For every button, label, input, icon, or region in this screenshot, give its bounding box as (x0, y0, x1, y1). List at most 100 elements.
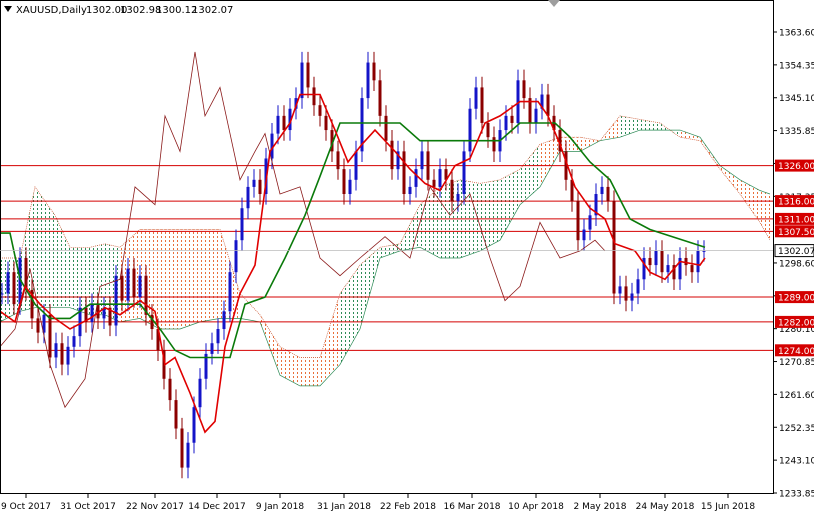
candle (228, 261, 232, 322)
level-label-text: 1282.00 (778, 318, 814, 328)
plot-frame (0, 0, 774, 494)
candle (222, 300, 226, 340)
candle-body (42, 314, 46, 333)
candle (660, 240, 664, 283)
candle-body (612, 201, 616, 294)
collapse-triangle-icon[interactable] (4, 6, 12, 12)
candle-body (474, 87, 478, 109)
candle-body (468, 108, 472, 152)
level-label-text: 1274.00 (778, 347, 814, 357)
cloud-segment (260, 293, 340, 386)
candle (324, 105, 328, 141)
candle-body (120, 275, 124, 301)
candle (516, 69, 520, 134)
candle (330, 119, 334, 163)
candle-body (624, 286, 628, 301)
header-high: 1302.98 (120, 5, 161, 16)
candle (462, 140, 466, 205)
candle-body (480, 87, 484, 123)
candle (198, 368, 202, 418)
candle (180, 417, 184, 479)
candle (666, 254, 670, 283)
candle-body (312, 87, 316, 106)
candle-body (180, 428, 184, 468)
level-label: 1316.00 (775, 195, 814, 208)
candle-body (66, 346, 70, 365)
candle-body (360, 98, 364, 152)
candle-body (204, 353, 208, 379)
candle-body (486, 122, 490, 138)
candle-body (504, 115, 508, 131)
candle-body (102, 307, 106, 319)
level-label: 1311.00 (775, 212, 814, 225)
y-tick-label: 1280.10 (779, 325, 814, 335)
candle-body (126, 268, 130, 301)
candle-body (396, 151, 400, 170)
candle (420, 140, 424, 180)
candle (288, 98, 292, 141)
candle (84, 297, 88, 333)
candle (678, 247, 682, 290)
candle-body (408, 186, 412, 195)
level-label-text: 1289.00 (778, 294, 814, 304)
level-labels: 1326.00 1316.00 1311.00 1307.50 1289.00 1282.… (775, 159, 814, 357)
candle (174, 389, 178, 440)
candle-body (282, 115, 286, 131)
scroll-marker-icon[interactable] (548, 0, 560, 7)
candle (294, 87, 298, 120)
candle (558, 119, 562, 163)
candle-body (342, 169, 346, 195)
level-label-bg (775, 225, 814, 238)
candle (684, 247, 688, 276)
x-tick-label: 24 May 2018 (636, 502, 695, 512)
candle-body (540, 94, 544, 109)
candle (312, 76, 316, 116)
candle-body (402, 151, 406, 195)
candle-body (36, 318, 40, 333)
candle (48, 304, 52, 369)
cloud-segment (680, 130, 770, 241)
candle (510, 105, 514, 134)
x-axis: 9 Oct 2017 31 Oct 2017 22 Nov 2017 14 Dec 2… (1, 493, 755, 512)
candle-body (510, 115, 514, 123)
candle-body (144, 275, 148, 315)
candle-body (150, 314, 154, 330)
candle-body (420, 151, 424, 170)
candle (486, 112, 490, 148)
candle (318, 94, 322, 127)
candle-body (324, 115, 328, 131)
candle-body (594, 194, 598, 216)
candle-body (30, 289, 34, 319)
candle-body (192, 407, 196, 443)
candle-body (606, 186, 610, 202)
level-label: 1326.00 (775, 159, 814, 172)
candle-body (54, 343, 58, 358)
candle (0, 282, 4, 305)
candle-body (186, 442, 190, 468)
candle (234, 229, 238, 283)
candle-body (582, 229, 586, 241)
candle (414, 158, 418, 198)
candle-body (132, 268, 136, 298)
candle-body (666, 265, 670, 273)
candle-body (648, 257, 652, 266)
tenkan-line (0, 93, 706, 434)
candle (246, 176, 250, 219)
candle (216, 318, 220, 354)
x-tick-label: 31 Jan 2018 (317, 502, 371, 512)
candle (408, 176, 412, 205)
candle-body (246, 186, 250, 209)
candle (192, 396, 196, 454)
candle-body (528, 98, 532, 123)
candle (276, 105, 280, 145)
candle-body (48, 314, 52, 358)
candle (630, 282, 634, 312)
candle-body (96, 304, 100, 319)
candle (444, 158, 448, 191)
candle (132, 257, 136, 308)
candle (582, 218, 586, 251)
candle (258, 169, 262, 205)
candle-body (450, 179, 454, 202)
candle-body (354, 151, 358, 180)
candle (690, 254, 694, 283)
